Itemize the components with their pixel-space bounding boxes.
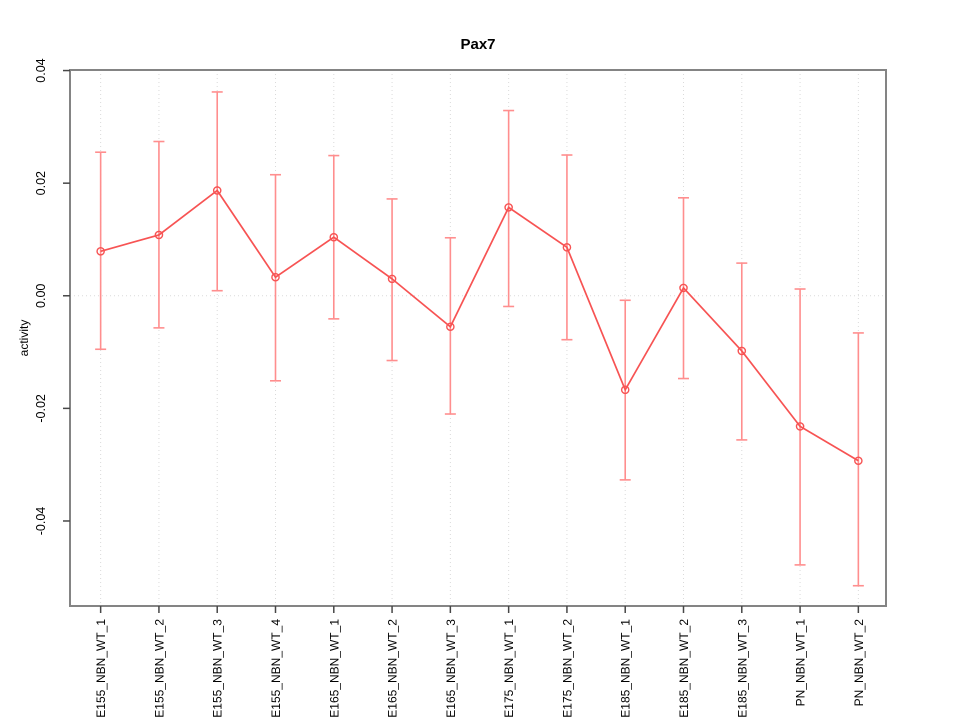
data-point-marker [329, 232, 339, 242]
x-tick-label: E155_NBN_WT_1 [94, 619, 108, 718]
data-point-marker [737, 346, 747, 356]
data-point-marker [620, 385, 630, 395]
data-point-marker [795, 422, 805, 431]
y-tick-label: -0.04 [34, 507, 48, 536]
chart-title: Pax7 [460, 36, 496, 53]
x-tick-label: E165_NBN_WT_3 [444, 619, 458, 718]
x-tick-label: E185_NBN_WT_3 [735, 619, 749, 718]
data-point-marker [271, 272, 280, 282]
x-tick-label: E165_NBN_WT_1 [327, 619, 341, 718]
x-tick-label: E165_NBN_WT_2 [386, 619, 400, 718]
x-tick-label: E155_NBN_WT_2 [152, 619, 166, 718]
data-point-marker [446, 322, 455, 332]
data-point-marker [212, 186, 222, 195]
data-point-marker [562, 243, 572, 252]
data-point-marker [96, 246, 105, 256]
data-point-marker [154, 230, 164, 240]
x-tick-label: E185_NBN_WT_2 [677, 619, 691, 718]
x-tick-label: E175_NBN_WT_1 [502, 619, 516, 718]
data-point-marker [387, 274, 397, 284]
x-tick-label: E155_NBN_WT_4 [269, 619, 283, 718]
x-tick-label: E155_NBN_WT_3 [211, 619, 225, 718]
data-point-marker [854, 456, 863, 466]
y-tick-label: 0.04 [34, 58, 48, 82]
y-tick-label: 0.00 [34, 284, 48, 308]
y-tick-label: 0.02 [34, 171, 48, 195]
data-series-line [100, 189, 859, 462]
plot-frame [69, 69, 887, 607]
y-tick-label: -0.02 [34, 394, 48, 423]
x-tick-label: PN_NBN_WT_1 [794, 619, 808, 707]
x-tick-label: E175_NBN_WT_2 [560, 619, 574, 718]
data-point-marker [679, 283, 688, 293]
data-point-marker [504, 203, 513, 212]
x-tick-label: PN_NBN_WT_2 [852, 619, 866, 707]
x-tick-label: E185_NBN_WT_1 [619, 619, 633, 718]
